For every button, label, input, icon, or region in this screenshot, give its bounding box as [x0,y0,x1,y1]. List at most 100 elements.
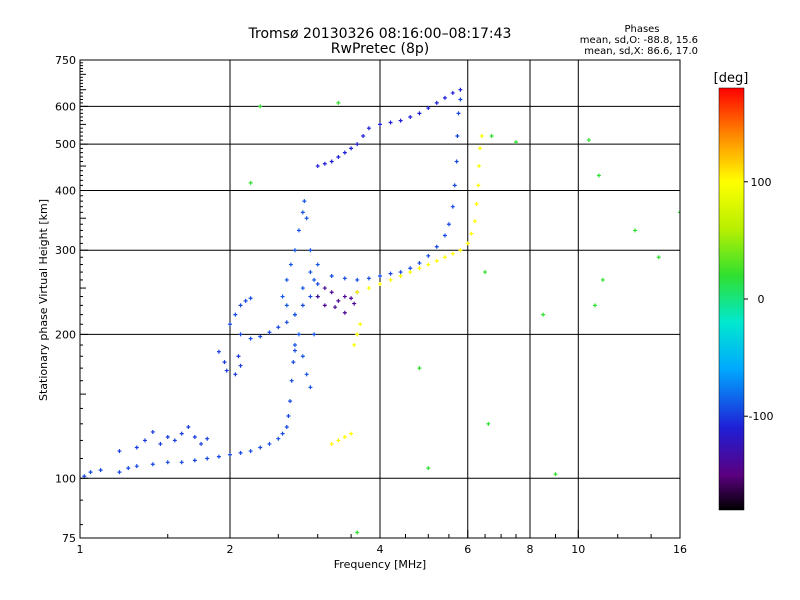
data-point [342,294,347,299]
data-point [134,445,139,450]
data-point [366,276,371,281]
data-point [388,277,393,282]
data-point [296,228,301,233]
colorbar-label: [deg] [714,71,749,86]
data-point [276,325,281,330]
data-point [465,241,470,246]
y-tick-label: 400 [55,184,76,197]
data-point [454,159,459,164]
data-point [541,312,546,317]
data-point [158,441,163,446]
data-point [292,348,297,353]
chart-subtitle: RwPretec (8p) [331,41,429,57]
data-point [458,248,463,253]
data-point [238,303,243,308]
data-point [248,180,253,185]
data-point [117,470,122,475]
data-point [378,273,382,278]
data-point [248,336,253,341]
data-point [417,266,422,271]
data-point [479,134,484,139]
data-point [165,460,170,465]
data-point [238,363,243,368]
data-point [150,429,155,434]
data-point [315,164,320,169]
grid [80,60,680,538]
data-point [678,210,680,215]
data-point [142,438,147,443]
data-point [398,270,403,275]
y-tick-label: 100 [55,472,76,485]
data-point [322,286,327,291]
data-point [458,87,463,92]
data-point [288,399,293,404]
data-point [300,286,305,291]
data-point [172,438,177,443]
data-point [600,277,605,282]
data-point [472,219,477,224]
data-point [486,421,491,426]
data-point [292,248,297,253]
data-point [355,277,360,282]
data-point [304,216,309,221]
y-tick-label: 300 [55,244,76,257]
data-point [315,294,320,299]
data-point [355,142,360,147]
colorbar-tick-label: -100 [749,410,774,423]
data-point [315,281,320,286]
data-point [302,199,307,204]
data-point [82,474,87,479]
data-point [300,210,305,215]
data-point [366,286,371,291]
data-point [355,530,360,535]
data-point [417,111,422,116]
data-point [286,413,291,418]
data-point [292,343,297,348]
data-point [222,360,227,365]
data-point [417,261,422,266]
data-point [284,303,289,308]
data-point [456,111,461,116]
data-point [312,277,317,282]
x-tick-label: 1 [77,543,84,556]
data-point [476,183,481,188]
data-point [388,271,393,276]
data-point [284,320,289,325]
data-point [238,332,243,337]
data-point [267,441,272,446]
data-point [88,470,93,475]
x-tick-label: 10 [571,543,585,556]
data-point [408,266,413,271]
x-tick-label: 2 [227,543,234,556]
data-point [458,97,463,102]
colorbar-tick-label: 100 [751,176,772,189]
data-point [434,244,439,249]
data-point [258,104,263,109]
data-point [150,462,155,467]
data-point [336,298,341,303]
stats-line-x: mean, sd,X: 86.6, 17.0 [584,46,698,57]
data-point [442,95,447,100]
x-tick-label: 4 [377,543,384,556]
data-point [233,372,238,377]
data-point [288,262,293,267]
y-tick-label: 500 [55,138,76,151]
data-point [586,138,591,143]
data-point [329,441,334,446]
data-point [308,385,313,390]
data-point [342,434,347,439]
data-point [329,273,334,278]
data-point [349,296,354,301]
data-point [300,354,305,359]
data-point [236,354,241,359]
y-tick-label: 75 [62,532,76,545]
x-tick-label: 16 [673,543,687,556]
data-point [358,322,363,327]
data-point [308,270,313,275]
data-point [489,134,494,139]
data-point [117,449,122,454]
data-point [248,449,253,454]
data-point [322,303,327,308]
colorbar [718,87,745,511]
